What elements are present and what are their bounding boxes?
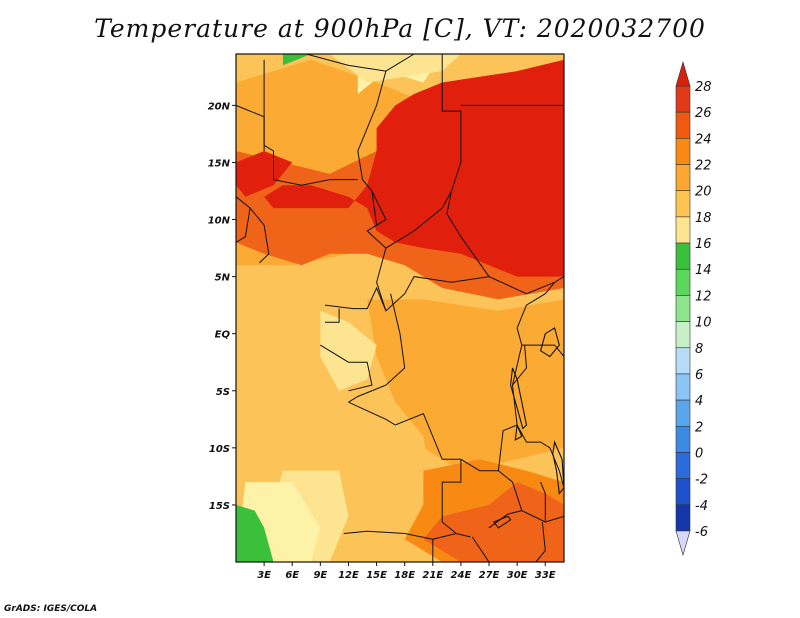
chart-title: Temperature at 900hPa [C], VT: 202003270… <box>94 14 706 43</box>
lon-tick-label: 30E <box>507 570 528 581</box>
lon-tick-label: 21E <box>422 570 443 581</box>
border-line <box>357 70 387 226</box>
colorbar-segment <box>675 373 691 401</box>
longitude-axis: 3E 6E 9E 12E 15E 18E 21E 24E 27E 30E 33E <box>257 562 556 581</box>
border-line <box>507 521 546 562</box>
colorbar-segment <box>675 190 691 218</box>
colorbar-label: -4 <box>695 499 708 514</box>
colorbar-label: 22 <box>695 159 712 174</box>
colorbar-segment <box>675 268 691 296</box>
lake-outline <box>552 440 564 495</box>
border-line <box>471 536 490 562</box>
colorbar-segment <box>675 321 691 349</box>
lake-outline <box>510 367 528 430</box>
colorbar-label: 4 <box>695 394 703 409</box>
lat-tick-label: 10S <box>209 444 230 455</box>
border-line <box>376 247 490 312</box>
colorbar-segment <box>675 347 691 375</box>
border-line <box>324 286 387 312</box>
colorbar-segment <box>675 478 691 506</box>
field-sw-cool-16 <box>236 504 274 562</box>
colorbar-segment <box>675 138 691 165</box>
colorbar-label: 2 <box>695 420 703 435</box>
country-borders <box>236 54 564 562</box>
lon-tick-label: 18E <box>394 570 415 581</box>
temperature-field <box>236 54 564 562</box>
border-line <box>526 281 555 306</box>
colorbar-segment <box>675 85 691 113</box>
colorbar-label: 8 <box>695 342 703 357</box>
border-line <box>545 515 564 523</box>
border-line <box>320 344 373 392</box>
border-line <box>325 308 340 323</box>
colorbar-label: 16 <box>695 237 712 252</box>
colorbar-label: 12 <box>695 289 712 304</box>
lat-tick-label: 10N <box>208 216 231 227</box>
field-central-28 <box>264 59 564 277</box>
colorbar-label: 0 <box>695 446 703 461</box>
lon-tick-label: 15E <box>366 570 387 581</box>
colorbar-top-arrow <box>675 60 691 87</box>
border-line <box>497 424 551 471</box>
border-line <box>236 208 251 243</box>
colorbar-segment <box>675 295 691 322</box>
border-line <box>236 196 270 264</box>
colorbar-label: 10 <box>695 316 712 331</box>
colorbar-segment <box>675 425 691 453</box>
field-angola-22 <box>339 390 433 528</box>
lat-tick-label: 20N <box>208 101 231 112</box>
colorbar-segment <box>675 504 691 532</box>
field-ne-corner-16 <box>282 54 311 66</box>
lon-tick-label: 24E <box>451 570 472 581</box>
colorbar-label: 20 <box>695 185 712 200</box>
colorbar-segment <box>675 164 691 192</box>
colorbar-label: -2 <box>695 473 708 488</box>
field-west-28 <box>236 151 293 197</box>
lat-tick-label: 5N <box>215 273 231 284</box>
lake-outline <box>539 327 560 358</box>
colorbar-label: 18 <box>695 211 712 226</box>
border-line <box>348 293 406 403</box>
colorbar-label: -6 <box>695 525 708 540</box>
border-line <box>343 530 471 540</box>
colorbar-segment <box>675 399 691 427</box>
colorbar-segment <box>675 111 691 139</box>
map-frame <box>235 53 565 563</box>
border-line <box>460 458 546 523</box>
grads-credit: GrADS: IGES/COLA <box>4 604 98 614</box>
latitude-axis: 20N 15N 10N 5N EQ 5S 10S 15S <box>208 101 236 512</box>
border-line <box>236 104 265 151</box>
lon-tick-label: 27E <box>479 570 500 581</box>
border-line <box>306 54 415 72</box>
lake-outline <box>514 422 523 441</box>
lat-tick-label: 15N <box>208 158 231 169</box>
field-gabon-20 <box>320 310 377 391</box>
field-congo-24 <box>367 299 564 471</box>
colorbar-label: 26 <box>695 106 712 121</box>
border-line <box>348 401 462 534</box>
lon-tick-label: 12E <box>338 570 359 581</box>
colorbar-segment <box>675 452 691 479</box>
border-line <box>441 54 564 295</box>
colorbar-label: 6 <box>695 368 703 383</box>
lat-tick-label: EQ <box>215 330 231 341</box>
lat-tick-label: 15S <box>209 501 230 512</box>
colorbar-label: 28 <box>695 80 712 95</box>
lon-tick-label: 9E <box>313 570 327 581</box>
colorbar-label: 14 <box>695 263 712 278</box>
lon-tick-label: 3E <box>257 570 271 581</box>
field-north-edge-20 <box>329 54 461 83</box>
lon-tick-label: 33E <box>535 570 556 581</box>
colorbar-label: 24 <box>695 132 712 147</box>
colorbar-segment <box>675 216 691 244</box>
colorbar-bottom-arrow <box>675 530 691 557</box>
colorbar-segment <box>675 242 691 270</box>
lon-tick-label: 6E <box>285 570 299 581</box>
border-line <box>521 344 564 357</box>
lake-outline <box>492 515 512 529</box>
lat-tick-label: 5S <box>216 387 230 398</box>
